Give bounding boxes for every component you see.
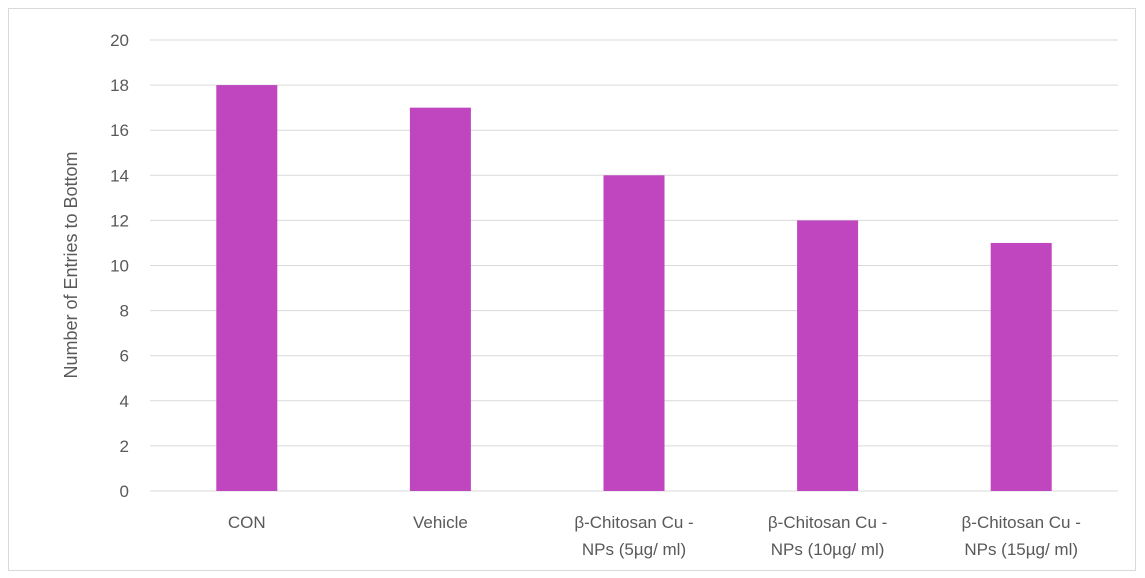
y-tick-label: 20 xyxy=(110,31,129,50)
x-category-label: β-Chitosan Cu - xyxy=(962,513,1081,532)
chart-frame xyxy=(8,8,1136,571)
y-axis-title: Number of Entries to Bottom xyxy=(61,151,81,378)
gridlines xyxy=(150,39,1118,492)
y-tick-label: 0 xyxy=(120,482,129,501)
x-category-label: NPs (15µg/ ml) xyxy=(964,540,1078,559)
x-category-label: Vehicle xyxy=(413,513,468,532)
bar-3 xyxy=(603,175,665,492)
x-category-label: β-Chitosan Cu - xyxy=(768,513,887,532)
x-category-label: NPs (10µg/ ml) xyxy=(771,540,885,559)
x-category-label: NPs (5µg/ ml) xyxy=(582,540,686,559)
bars xyxy=(216,85,1052,492)
bar-1 xyxy=(216,85,278,491)
x-category-label: β-Chitosan Cu - xyxy=(574,513,693,532)
y-tick-labels: 0 2 4 6 8 10 12 14 16 18 20 xyxy=(110,31,129,501)
y-tick-label: 8 xyxy=(120,302,129,321)
y-tick-label: 16 xyxy=(110,121,129,140)
bar-4 xyxy=(797,220,859,491)
bar-5 xyxy=(990,242,1052,491)
x-category-label: CON xyxy=(228,513,266,532)
y-tick-label: 12 xyxy=(110,211,129,230)
y-tick-label: 4 xyxy=(120,392,129,411)
y-tick-label: 18 xyxy=(110,76,129,95)
y-tick-label: 10 xyxy=(110,257,129,276)
y-tick-label: 6 xyxy=(120,347,129,366)
bar-2 xyxy=(409,107,471,492)
x-category-labels: CON Vehicle β-Chitosan Cu - NPs (5µg/ ml) β-… xyxy=(228,513,1081,559)
y-tick-label: 2 xyxy=(120,437,129,456)
y-tick-label: 14 xyxy=(110,166,129,185)
